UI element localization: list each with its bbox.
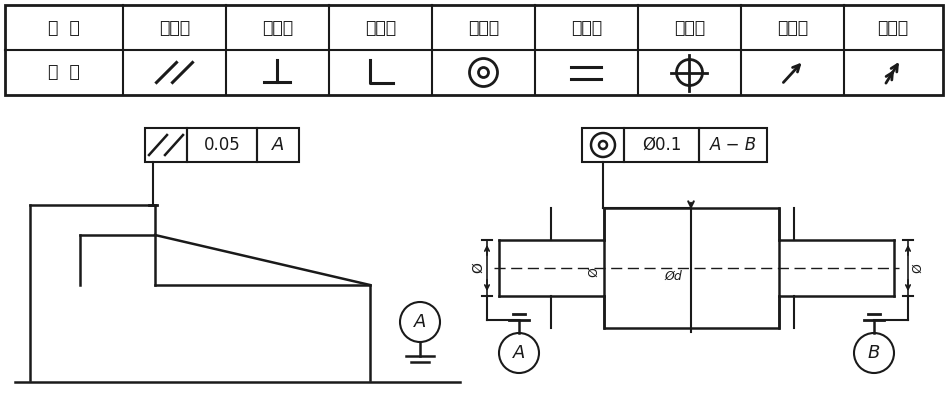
Text: 平行度: 平行度 bbox=[159, 18, 190, 37]
Text: 同轴度: 同轴度 bbox=[468, 18, 499, 37]
Text: 垂直度: 垂直度 bbox=[262, 18, 293, 37]
Text: A: A bbox=[272, 136, 284, 154]
Text: 圆跳动: 圆跳动 bbox=[777, 18, 808, 37]
Text: A: A bbox=[513, 344, 525, 362]
Bar bbox=[257, 128, 299, 162]
Text: 0.05: 0.05 bbox=[204, 136, 241, 154]
Text: A: A bbox=[414, 313, 427, 331]
Text: 倾斜度: 倾斜度 bbox=[365, 18, 396, 37]
Text: B: B bbox=[867, 344, 880, 362]
Text: Ø: Ø bbox=[471, 263, 485, 274]
Text: 项  目: 项 目 bbox=[48, 18, 80, 37]
Bar bbox=[145, 128, 187, 162]
Text: 对称度: 对称度 bbox=[571, 18, 602, 37]
Bar bbox=[187, 128, 257, 162]
Text: Ø: Ø bbox=[911, 263, 924, 273]
Text: 符  号: 符 号 bbox=[48, 64, 80, 81]
Text: Ø: Ø bbox=[588, 267, 600, 277]
Bar bbox=[624, 128, 699, 162]
Bar bbox=[5, 5, 943, 95]
Bar bbox=[582, 128, 624, 162]
Text: A − B: A − B bbox=[709, 136, 757, 154]
Bar bbox=[699, 128, 767, 162]
Text: Ø0.1: Ø0.1 bbox=[642, 136, 682, 154]
Text: Ød: Ød bbox=[665, 270, 682, 283]
Bar bbox=[604, 208, 779, 328]
Text: 全跳动: 全跳动 bbox=[877, 18, 908, 37]
Text: 位置度: 位置度 bbox=[674, 18, 705, 37]
